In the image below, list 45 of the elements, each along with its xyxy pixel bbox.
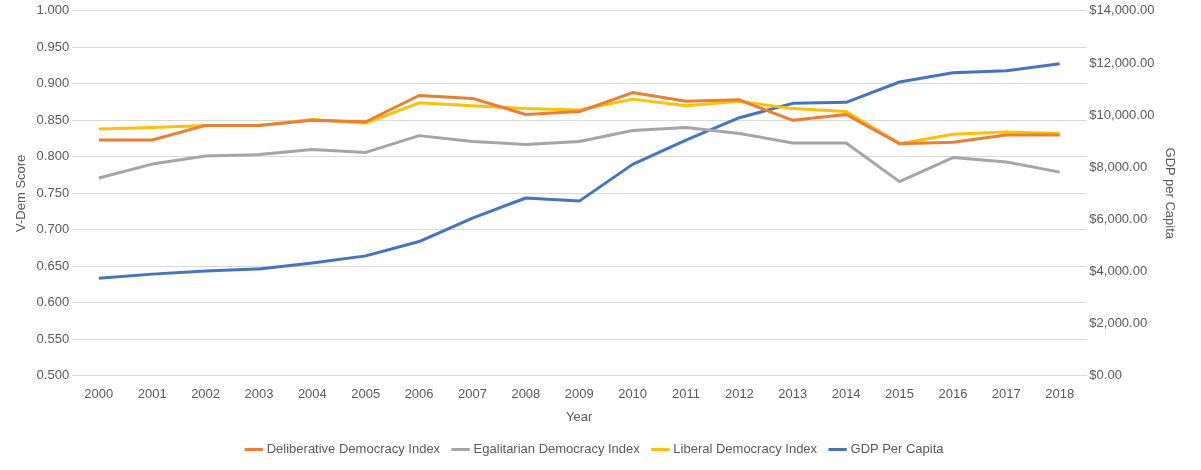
x-tick-label: 2000 bbox=[84, 386, 114, 402]
x-axis-title: Year bbox=[566, 408, 594, 424]
legend-label: Deliberative Democracy Index bbox=[266, 441, 441, 457]
x-tick-label: 2003 bbox=[244, 386, 274, 402]
x-tick-label: 2006 bbox=[404, 386, 434, 402]
y-tick-label: 0.800 bbox=[36, 148, 70, 164]
x-tick-label: 2013 bbox=[778, 386, 808, 402]
x-tick-label: 2009 bbox=[564, 386, 594, 402]
y-tick-label: 0.600 bbox=[36, 294, 70, 310]
y-tick-label: 0.900 bbox=[36, 75, 70, 91]
x-tick-label: 2004 bbox=[297, 386, 327, 402]
x-tick-label: 2002 bbox=[191, 386, 221, 402]
y-tick-label: 1.000 bbox=[36, 2, 70, 18]
legend-label: Egalitarian Democracy Index bbox=[473, 441, 641, 457]
y2-tick-label: $4,000.00 bbox=[1089, 263, 1148, 279]
legend-label: Liberal Democracy Index bbox=[673, 441, 818, 457]
legend-label: GDP Per Capita bbox=[850, 441, 945, 457]
y-tick-label: 0.550 bbox=[36, 330, 70, 346]
x-tick-label: 2018 bbox=[1045, 386, 1075, 402]
y-tick-label: 0.650 bbox=[36, 257, 70, 273]
x-tick-label: 2015 bbox=[885, 386, 914, 402]
x-tick-label: 2008 bbox=[511, 386, 541, 402]
x-tick-label: 2011 bbox=[672, 386, 700, 402]
y2-tick-label: $10,000.00 bbox=[1089, 106, 1155, 122]
x-tick-label: 2010 bbox=[618, 386, 648, 402]
y2-tick-label: $2,000.00 bbox=[1089, 315, 1148, 331]
y-tick-label: 0.950 bbox=[36, 38, 70, 54]
x-tick-label: 2005 bbox=[351, 386, 381, 402]
x-tick-label: 2016 bbox=[938, 386, 968, 402]
y-axis-title: V-Dem Score bbox=[13, 154, 29, 232]
y-tick-label: 0.700 bbox=[36, 221, 70, 237]
y2-axis-title: GDP per Capita bbox=[1162, 147, 1178, 240]
y-tick-label: 0.850 bbox=[36, 111, 70, 127]
y2-tick-label: $6,000.00 bbox=[1089, 210, 1148, 226]
y-tick-label: 0.500 bbox=[36, 367, 70, 383]
y2-tick-label: $12,000.00 bbox=[1089, 54, 1155, 70]
x-tick-label: 2014 bbox=[831, 386, 861, 402]
x-tick-label: 2017 bbox=[991, 386, 1021, 402]
x-tick-label: 2007 bbox=[458, 386, 487, 402]
y2-tick-label: $8,000.00 bbox=[1089, 158, 1148, 174]
x-tick-label: 2001 bbox=[137, 386, 167, 402]
y2-tick-label: $0.00 bbox=[1089, 367, 1122, 383]
x-tick-label: 2012 bbox=[724, 386, 754, 402]
y2-tick-label: $14,000.00 bbox=[1089, 2, 1155, 18]
y-tick-label: 0.750 bbox=[36, 184, 70, 200]
